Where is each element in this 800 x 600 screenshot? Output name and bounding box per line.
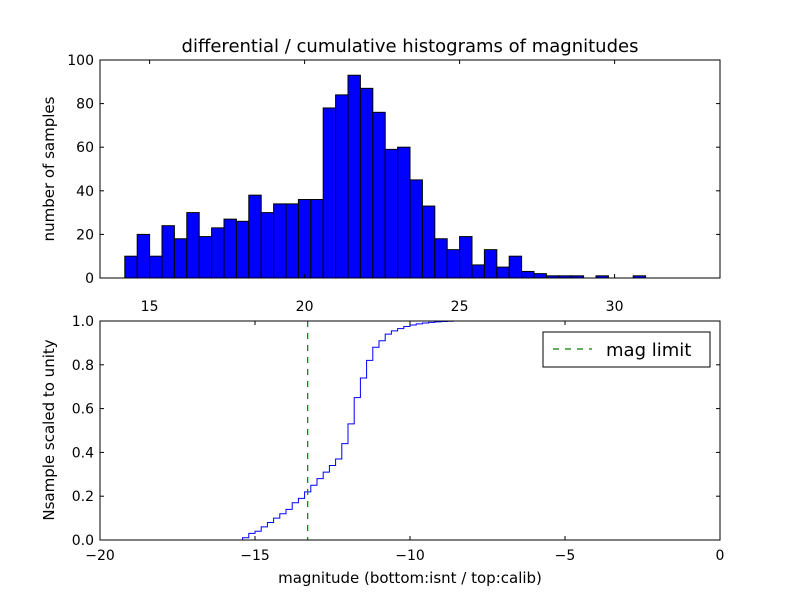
x-tick-label: −5 [555,548,576,564]
histogram-bar [248,194,262,279]
top-y-axis-label: number of samples [40,96,58,241]
histogram-bar [359,87,374,279]
top-axes-frame [99,59,721,279]
y-tick-label: 1.0 [72,314,94,330]
histogram-bar [496,266,510,279]
histogram-bar [459,236,473,279]
x-tick-label: 25 [451,299,469,315]
histogram-bar [310,199,324,279]
histogram-bar [434,238,448,279]
y-tick-label: 60 [76,140,94,156]
histogram-bar [421,205,436,279]
histogram-bar [372,111,386,279]
histogram-bar [273,203,287,279]
y-tick-label: 0.4 [72,445,94,461]
legend-mag-limit-label: mag limit [606,340,691,361]
x-tick-label: 15 [141,299,159,315]
histogram-bar [161,225,175,279]
histogram-bar [322,107,337,279]
x-tick-label: −15 [240,548,270,564]
histogram-bar [198,236,213,279]
legend: mag limit [542,331,711,368]
x-tick-label: 0 [716,548,725,564]
y-tick-label: 0.6 [72,402,94,418]
y-tick-label: 100 [67,53,94,69]
histogram-bar [186,212,200,279]
histogram-bar [297,199,312,279]
y-tick-label: 20 [76,227,94,243]
histogram-bar [483,249,498,279]
histogram-bar [347,74,361,279]
histogram-bar [508,255,523,279]
histogram-bars [124,74,647,279]
histogram-bar [285,203,299,279]
y-tick-label: 0.8 [72,358,94,374]
histogram-bar [173,238,188,279]
histogram-bar [149,255,163,279]
histogram-bar [211,227,225,279]
histogram-bar [136,233,151,279]
histogram-bar [397,146,411,279]
y-tick-label: 0 [85,271,94,287]
top-chart-title: differential / cumulative histograms of … [182,36,639,57]
histogram-bar [471,264,485,279]
histogram-bar [335,94,349,279]
histogram-bar [384,148,399,279]
bottom-x-axis-label: magnitude (bottom:isnt / top:calib) [278,569,542,587]
x-tick-label: 30 [606,299,624,315]
histogram-bar [409,179,423,279]
bottom-axis-ticks: −20 −15 −10 −5 0 0.0 0.2 0.4 0.6 0.8 1.0 [72,314,725,564]
histogram-bar [533,273,547,279]
cumulative-step-line [100,320,721,541]
histogram-bar [124,255,138,279]
histogram-bar [446,249,461,279]
x-tick-label: −10 [395,548,425,564]
y-tick-label: 0.2 [72,489,94,505]
bottom-y-axis-label: Nsample scaled to unity [40,339,58,520]
x-tick-label: 20 [296,299,314,315]
histogram-bar [260,212,275,279]
top-axis-ticks: 15 20 25 30 0 20 40 60 80 100 [67,53,720,315]
histogram-bar [223,218,237,279]
y-tick-label: 80 [76,97,94,113]
histogram-bar [521,270,535,279]
y-tick-label: 0.0 [72,533,94,549]
x-tick-label: −20 [85,548,115,564]
histogram-bar [235,220,250,279]
cumulative-plot [100,320,721,541]
y-tick-label: 40 [76,184,94,200]
